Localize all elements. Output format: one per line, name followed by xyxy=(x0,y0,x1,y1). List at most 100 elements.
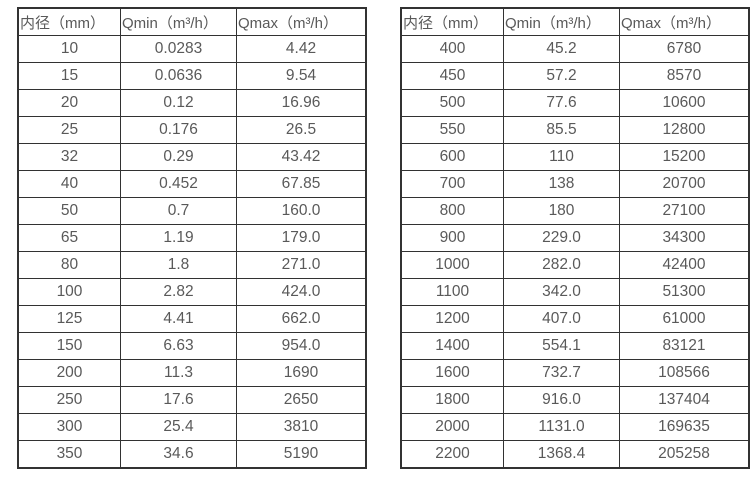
table-cell: 1200 xyxy=(400,305,504,333)
table-cell: 6780 xyxy=(619,35,750,63)
table-row: 400 45.2 6780 xyxy=(400,35,750,63)
table-cell: 662.0 xyxy=(236,305,367,333)
table-row: 250 17.6 2650 xyxy=(17,386,367,414)
table-cell: 15200 xyxy=(619,143,750,171)
table-cell: 600 xyxy=(400,143,504,171)
table-cell: 2000 xyxy=(400,413,504,441)
table-cell: 150 xyxy=(17,332,121,360)
table-cell: 0.29 xyxy=(120,143,237,171)
table-cell: 1600 xyxy=(400,359,504,387)
table-cell: 20700 xyxy=(619,170,750,198)
table-cell: 77.6 xyxy=(503,89,620,117)
header-row: 内径（mm） Qmin（m³/h） Qmax（m³/h） xyxy=(400,7,750,36)
table-row: 125 4.41 662.0 xyxy=(17,305,367,333)
table-row: 80 1.8 271.0 xyxy=(17,251,367,279)
table-cell: 180 xyxy=(503,197,620,225)
header-row: 内径（mm） Qmin（m³/h） Qmax（m³/h） xyxy=(17,7,367,36)
table-cell: 83121 xyxy=(619,332,750,360)
table-cell: 32 xyxy=(17,143,121,171)
table-cell: 732.7 xyxy=(503,359,620,387)
table-row: 2200 1368.4 205258 xyxy=(400,440,750,469)
table-cell: 0.12 xyxy=(120,89,237,117)
table-row: 1000 282.0 42400 xyxy=(400,251,750,279)
table-cell: 61000 xyxy=(619,305,750,333)
table-cell: 2.82 xyxy=(120,278,237,306)
table-cell: 1000 xyxy=(400,251,504,279)
table-cell: 100 xyxy=(17,278,121,306)
table-row: 200 11.3 1690 xyxy=(17,359,367,387)
table-cell: 3810 xyxy=(236,413,367,441)
table-cell: 125 xyxy=(17,305,121,333)
table-cell: 110 xyxy=(503,143,620,171)
table-cell: 108566 xyxy=(619,359,750,387)
table-cell: 27100 xyxy=(619,197,750,225)
table-row: 300 25.4 3810 xyxy=(17,413,367,441)
table-cell: 2200 xyxy=(400,440,504,469)
table-cell: 1690 xyxy=(236,359,367,387)
table-row: 500 77.6 10600 xyxy=(400,89,750,117)
table-row: 700 138 20700 xyxy=(400,170,750,198)
table-cell: 26.5 xyxy=(236,116,367,144)
table-cell: 2650 xyxy=(236,386,367,414)
flow-spec-table-left: 内径（mm） Qmin（m³/h） Qmax（m³/h） 10 0.0283 4.42 15… xyxy=(17,7,367,469)
table-cell: 11.3 xyxy=(120,359,237,387)
table-cell: 4.42 xyxy=(236,35,367,63)
table-cell: 200 xyxy=(17,359,121,387)
table-cell: 85.5 xyxy=(503,116,620,144)
table-cell: 138 xyxy=(503,170,620,198)
table-cell: 50 xyxy=(17,197,121,225)
table-cell: 137404 xyxy=(619,386,750,414)
table-cell: 34.6 xyxy=(120,440,237,469)
table-cell: 1.8 xyxy=(120,251,237,279)
column-header: Qmax（m³/h） xyxy=(236,7,367,36)
table-cell: 500 xyxy=(400,89,504,117)
table-cell: 10600 xyxy=(619,89,750,117)
table-row: 150 6.63 954.0 xyxy=(17,332,367,360)
table-cell: 0.0283 xyxy=(120,35,237,63)
table-cell: 34300 xyxy=(619,224,750,252)
table-cell: 10 xyxy=(17,35,121,63)
column-header: Qmin（m³/h） xyxy=(503,7,620,36)
table-row: 1800 916.0 137404 xyxy=(400,386,750,414)
table-cell: 17.6 xyxy=(120,386,237,414)
table-cell: 0.452 xyxy=(120,170,237,198)
table-cell: 450 xyxy=(400,62,504,90)
table-cell: 800 xyxy=(400,197,504,225)
table-cell: 25 xyxy=(17,116,121,144)
table-cell: 554.1 xyxy=(503,332,620,360)
table-cell: 954.0 xyxy=(236,332,367,360)
table-cell: 0.7 xyxy=(120,197,237,225)
table-cell: 179.0 xyxy=(236,224,367,252)
table-row: 32 0.29 43.42 xyxy=(17,143,367,171)
column-header: 内径（mm） xyxy=(400,7,504,36)
table-cell: 1131.0 xyxy=(503,413,620,441)
table-cell: 300 xyxy=(17,413,121,441)
table-cell: 42400 xyxy=(619,251,750,279)
table-cell: 169635 xyxy=(619,413,750,441)
table-cell: 16.96 xyxy=(236,89,367,117)
table-cell: 0.0636 xyxy=(120,62,237,90)
table-cell: 4.41 xyxy=(120,305,237,333)
table-cell: 67.85 xyxy=(236,170,367,198)
table-cell: 0.176 xyxy=(120,116,237,144)
column-header: Qmin（m³/h） xyxy=(120,7,237,36)
table-cell: 80 xyxy=(17,251,121,279)
table-row: 450 57.2 8570 xyxy=(400,62,750,90)
column-header: 内径（mm） xyxy=(17,7,121,36)
table-row: 40 0.452 67.85 xyxy=(17,170,367,198)
table-row: 900 229.0 34300 xyxy=(400,224,750,252)
table-cell: 424.0 xyxy=(236,278,367,306)
table-cell: 342.0 xyxy=(503,278,620,306)
table-row: 100 2.82 424.0 xyxy=(17,278,367,306)
table-cell: 282.0 xyxy=(503,251,620,279)
table-cell: 65 xyxy=(17,224,121,252)
table-row: 600 110 15200 xyxy=(400,143,750,171)
table-cell: 550 xyxy=(400,116,504,144)
table-cell: 9.54 xyxy=(236,62,367,90)
table-row: 800 180 27100 xyxy=(400,197,750,225)
table-cell: 57.2 xyxy=(503,62,620,90)
table-cell: 51300 xyxy=(619,278,750,306)
table-cell: 8570 xyxy=(619,62,750,90)
table-cell: 1800 xyxy=(400,386,504,414)
